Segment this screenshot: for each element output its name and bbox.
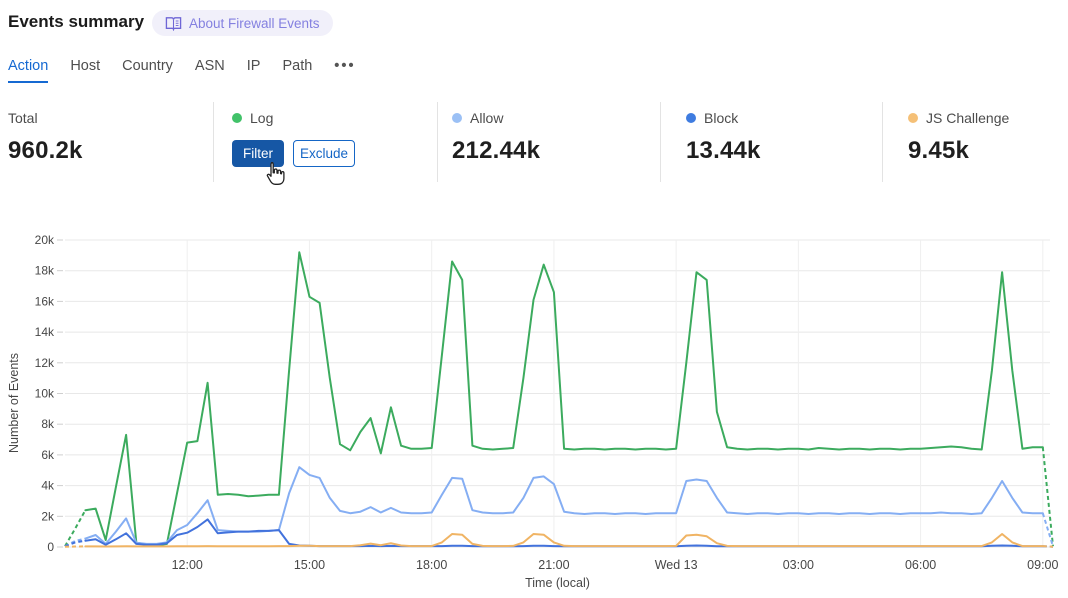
tab-host[interactable]: Host <box>70 58 101 74</box>
svg-text:09:00: 09:00 <box>1027 558 1058 572</box>
svg-text:16k: 16k <box>35 294 55 308</box>
page-title: Events summary <box>8 12 145 31</box>
stat-allow-value: 212.44k <box>452 137 541 164</box>
stat-js-challenge-label[interactable]: JS Challenge <box>908 110 1009 126</box>
svg-text:06:00: 06:00 <box>905 558 936 572</box>
tab-asn[interactable]: ASN <box>194 58 225 74</box>
tab-country[interactable]: Country <box>122 58 173 74</box>
tabs-more-button[interactable]: ••• <box>334 58 356 74</box>
tab-action[interactable]: Action <box>8 58 49 83</box>
stat-allow-label[interactable]: Allow <box>452 110 503 126</box>
stat-js-challenge-value: 9.45k <box>908 137 970 164</box>
svg-text:15:00: 15:00 <box>294 558 325 572</box>
svg-text:8k: 8k <box>41 417 55 431</box>
tab-path[interactable]: Path <box>282 58 313 74</box>
stat-divider <box>437 102 438 182</box>
svg-text:0: 0 <box>47 540 54 554</box>
stat-block-value: 13.44k <box>686 137 761 164</box>
svg-text:21:00: 21:00 <box>538 558 569 572</box>
book-icon <box>165 16 182 31</box>
svg-text:03:00: 03:00 <box>783 558 814 572</box>
svg-text:2k: 2k <box>41 509 55 523</box>
log-legend-dot <box>232 113 242 123</box>
svg-text:20k: 20k <box>35 233 55 247</box>
stat-divider <box>660 102 661 182</box>
svg-text:18:00: 18:00 <box>416 558 447 572</box>
svg-text:18k: 18k <box>35 264 55 278</box>
stat-divider <box>213 102 214 182</box>
exclude-button[interactable]: Exclude <box>293 140 355 167</box>
svg-text:4k: 4k <box>41 479 55 493</box>
svg-text:12:00: 12:00 <box>172 558 203 572</box>
tab-ip[interactable]: IP <box>246 58 261 74</box>
js-challenge-legend-dot <box>908 113 918 123</box>
svg-text:Wed 13: Wed 13 <box>655 558 698 572</box>
svg-text:12k: 12k <box>35 356 55 370</box>
stat-total-label: Total <box>8 110 38 126</box>
svg-text:Number of Events: Number of Events <box>7 353 21 453</box>
about-firewall-events-badge[interactable]: About Firewall Events <box>152 10 333 36</box>
filter-button[interactable]: Filter <box>232 140 284 167</box>
svg-text:6k: 6k <box>41 448 55 462</box>
allow-legend-dot <box>452 113 462 123</box>
stat-log-label[interactable]: Log <box>232 110 273 126</box>
svg-text:10k: 10k <box>35 387 55 401</box>
stat-total-value: 960.2k <box>8 137 83 164</box>
stat-divider <box>882 102 883 182</box>
stat-block-label[interactable]: Block <box>686 110 738 126</box>
events-chart-svg[interactable]: 0 2k 4k 6k 8k 10k 12k 14k 16k 18k 20k 12:00 15:00 18:… <box>0 228 1068 598</box>
svg-text:14k: 14k <box>35 325 55 339</box>
svg-text:Time (local): Time (local) <box>525 576 590 590</box>
tab-bar: Action Host Country ASN IP Path ••• <box>8 58 356 83</box>
about-badge-label: About Firewall Events <box>189 15 320 31</box>
block-legend-dot <box>686 113 696 123</box>
